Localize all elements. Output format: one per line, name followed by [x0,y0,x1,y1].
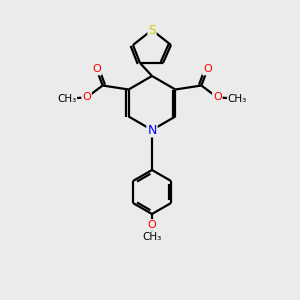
Text: O: O [82,92,91,103]
Text: N: N [147,124,157,136]
Text: O: O [203,64,212,74]
Text: CH₃: CH₃ [142,232,162,242]
Text: S: S [148,23,156,37]
Text: CH₃: CH₃ [228,94,247,103]
Text: O: O [213,92,222,103]
Text: O: O [92,64,101,74]
Text: O: O [148,220,156,230]
Text: CH₃: CH₃ [57,94,76,103]
